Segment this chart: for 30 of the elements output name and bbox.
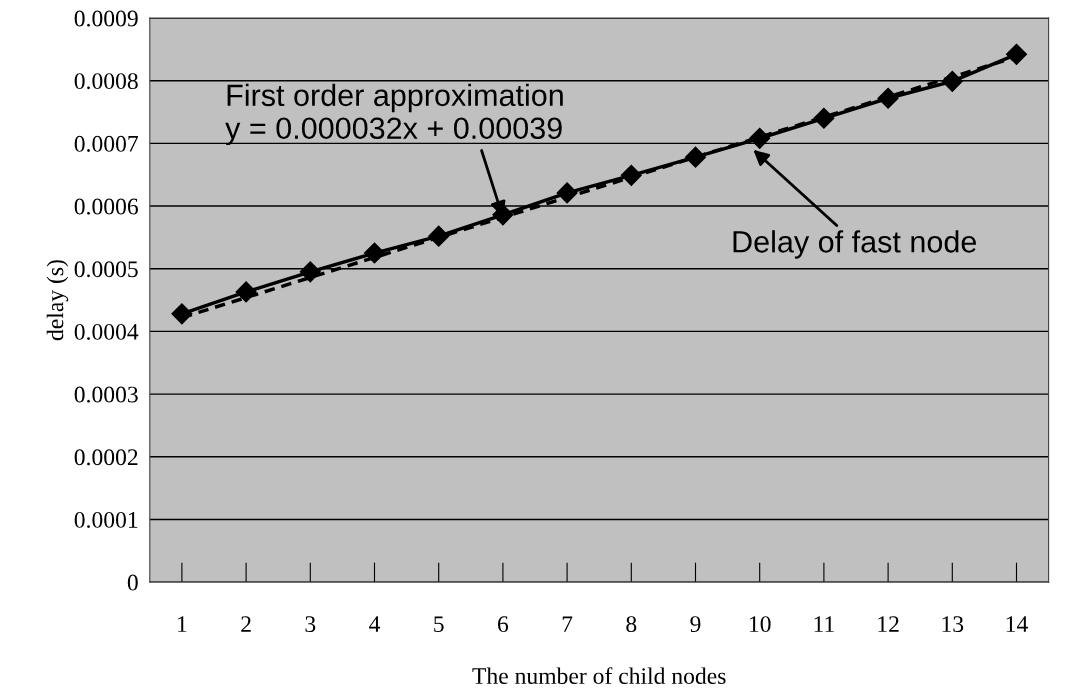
x-tick-label: 6 xyxy=(498,616,509,633)
x-tick-label: 4 xyxy=(369,616,381,632)
y-tick-label: 0.0008 xyxy=(74,73,138,90)
annotation: First order approximation y = 0.000032x + 0.00039 xyxy=(225,83,563,146)
x-tick-label: 1 xyxy=(178,616,187,632)
x-tick-label: 12 xyxy=(878,616,899,632)
x-tick-label: 8 xyxy=(626,616,637,633)
y-tick-label: 0.0007 xyxy=(74,135,139,152)
y-tick-label: 0.0006 xyxy=(74,198,138,215)
y-tick-label: 0.0001 xyxy=(74,511,138,528)
y-tick-label: 0.0003 xyxy=(74,386,138,403)
point xyxy=(299,261,321,283)
y-tick-label: 0.0009 xyxy=(74,10,138,27)
x-tick-label: 14 xyxy=(1006,616,1028,632)
x-tick-label: 5 xyxy=(434,616,444,633)
x-tick-label: 2 xyxy=(241,616,251,632)
x-tick-label: 9 xyxy=(690,616,701,633)
x-tick-label: 10 xyxy=(749,616,771,633)
point xyxy=(363,242,386,264)
y-axis-title: delay (s) xyxy=(46,260,69,341)
x-tick-label: 3 xyxy=(305,616,316,633)
x-tick-label: 11 xyxy=(814,616,834,632)
y-tick-label: 0.0004 xyxy=(74,323,139,340)
y-tick-label: 0.0002 xyxy=(74,449,138,466)
x-tick-label: 7 xyxy=(562,616,573,632)
annotation: Delay of fast node xyxy=(733,230,976,259)
y-tick-label: 0.0005 xyxy=(74,261,138,278)
x-tick-label: 13 xyxy=(942,616,964,633)
y-tick-label: 0 xyxy=(127,574,138,591)
x-axis-title: The number of child nodes xyxy=(472,667,726,685)
